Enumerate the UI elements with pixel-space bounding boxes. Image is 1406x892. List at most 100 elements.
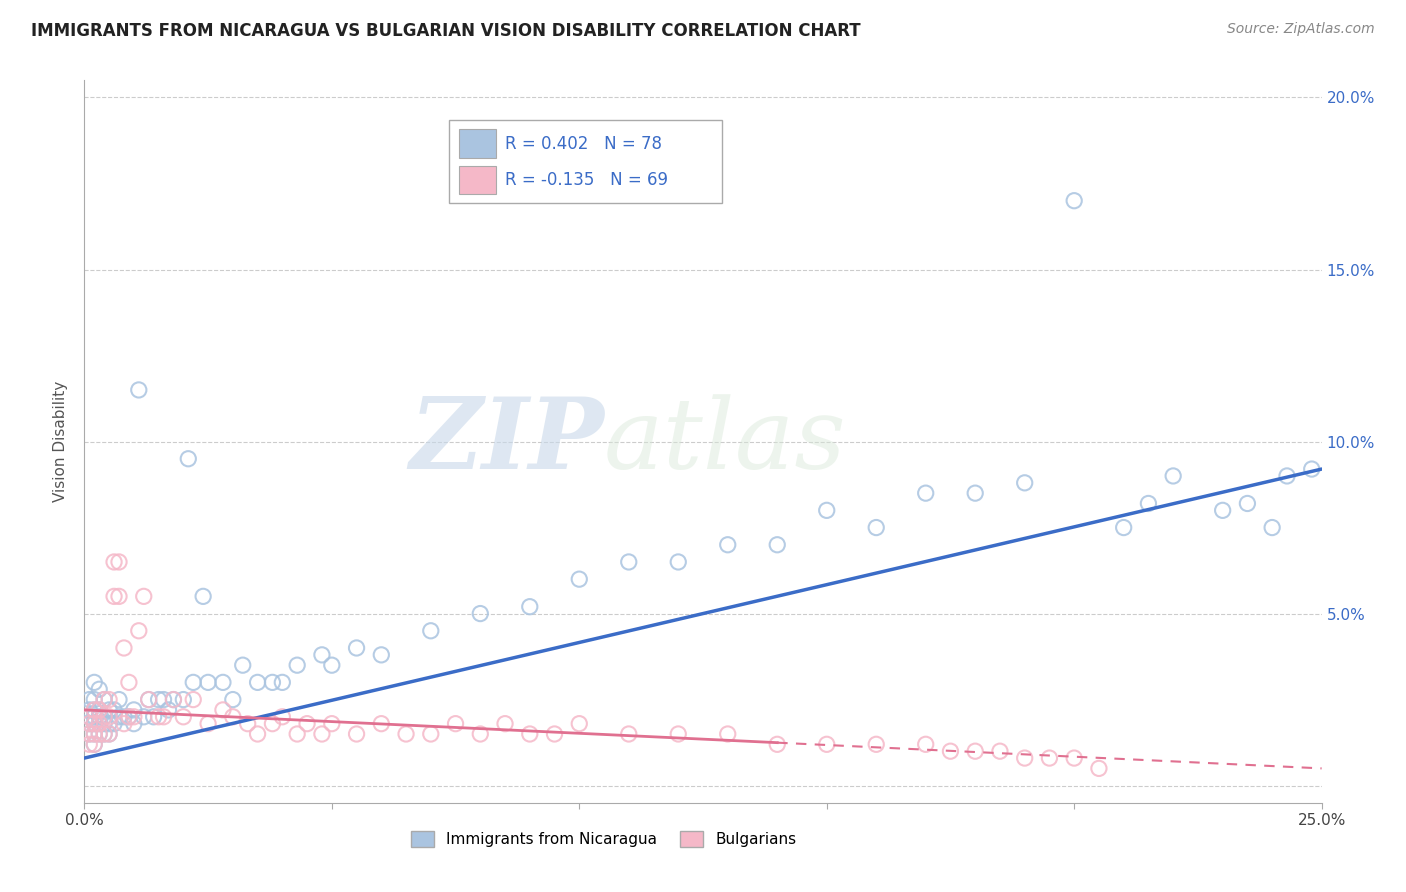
Point	[152, 692, 174, 706]
Point	[311, 648, 333, 662]
Bar	[460, 129, 496, 158]
Point	[132, 710, 155, 724]
Point	[271, 710, 294, 724]
Point	[79, 710, 101, 724]
Point	[83, 675, 105, 690]
Point	[236, 716, 259, 731]
Point	[568, 572, 591, 586]
Point	[543, 727, 565, 741]
Point	[83, 737, 105, 751]
Point	[108, 555, 131, 569]
Point	[222, 692, 245, 706]
Point	[766, 538, 789, 552]
Point	[717, 538, 740, 552]
Point	[177, 451, 200, 466]
Point	[1088, 761, 1111, 775]
Point	[103, 555, 125, 569]
Point	[262, 716, 284, 731]
Point	[470, 607, 492, 621]
Text: ZIP: ZIP	[409, 393, 605, 490]
Point	[83, 703, 105, 717]
Point	[1301, 462, 1323, 476]
Point	[162, 692, 184, 706]
Point	[1236, 496, 1258, 510]
Point	[519, 599, 541, 614]
Point	[246, 727, 269, 741]
Point	[419, 727, 441, 741]
Point	[98, 727, 121, 741]
Point	[103, 703, 125, 717]
Point	[1063, 194, 1085, 208]
Point	[172, 692, 194, 706]
Point	[122, 703, 145, 717]
Point	[89, 727, 111, 741]
Point	[118, 675, 141, 690]
Point	[1161, 469, 1184, 483]
Point	[79, 716, 101, 731]
Point	[83, 710, 105, 724]
Point	[79, 727, 101, 741]
Point	[128, 383, 150, 397]
Point	[181, 692, 204, 706]
Point	[108, 710, 131, 724]
Point	[93, 692, 115, 706]
Point	[914, 486, 936, 500]
Point	[271, 675, 294, 690]
Point	[321, 658, 343, 673]
Point	[1261, 520, 1284, 534]
Point	[617, 727, 640, 741]
Point	[98, 703, 121, 717]
Point	[494, 716, 516, 731]
Point	[262, 675, 284, 690]
Point	[285, 727, 308, 741]
Point	[1212, 503, 1234, 517]
Point	[212, 703, 235, 717]
Point	[83, 703, 105, 717]
Point	[83, 737, 105, 751]
Point	[181, 675, 204, 690]
Point	[197, 675, 219, 690]
Point	[470, 727, 492, 741]
Point	[1014, 751, 1036, 765]
Text: IMMIGRANTS FROM NICARAGUA VS BULGARIAN VISION DISABILITY CORRELATION CHART: IMMIGRANTS FROM NICARAGUA VS BULGARIAN V…	[31, 22, 860, 40]
Point	[83, 727, 105, 741]
Point	[419, 624, 441, 638]
Point	[666, 727, 689, 741]
Point	[246, 675, 269, 690]
Point	[444, 716, 467, 731]
Point	[1038, 751, 1060, 765]
Text: atlas: atlas	[605, 394, 846, 489]
Point	[89, 682, 111, 697]
Point	[98, 716, 121, 731]
Point	[295, 716, 318, 731]
Point	[118, 710, 141, 724]
Point	[83, 716, 105, 731]
Point	[83, 727, 105, 741]
Point	[112, 716, 135, 731]
Point	[346, 727, 368, 741]
Point	[79, 727, 101, 741]
Point	[83, 716, 105, 731]
Point	[568, 716, 591, 731]
Point	[79, 692, 101, 706]
Text: R = -0.135   N = 69: R = -0.135 N = 69	[505, 171, 668, 189]
Point	[108, 590, 131, 604]
Point	[93, 692, 115, 706]
Point	[172, 710, 194, 724]
Point	[93, 727, 115, 741]
Point	[1275, 469, 1298, 483]
FancyBboxPatch shape	[450, 120, 721, 203]
Legend: Immigrants from Nicaragua, Bulgarians: Immigrants from Nicaragua, Bulgarians	[405, 825, 803, 853]
Point	[122, 710, 145, 724]
Point	[98, 727, 121, 741]
Point	[148, 710, 170, 724]
Point	[83, 692, 105, 706]
Point	[321, 716, 343, 731]
Point	[118, 710, 141, 724]
Point	[79, 703, 101, 717]
Point	[1137, 496, 1160, 510]
Point	[346, 640, 368, 655]
Point	[93, 710, 115, 724]
Point	[988, 744, 1011, 758]
Text: R = 0.402   N = 78: R = 0.402 N = 78	[505, 135, 662, 153]
